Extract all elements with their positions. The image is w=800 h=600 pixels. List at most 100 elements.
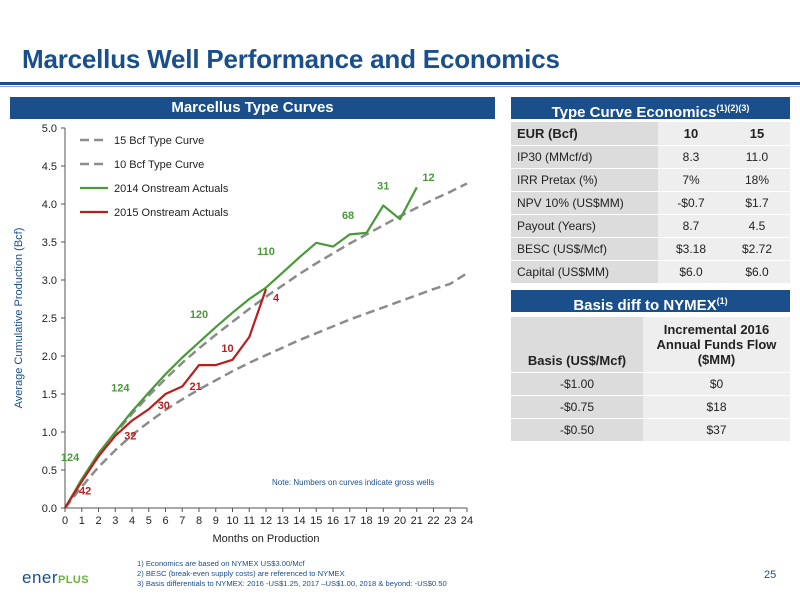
table-row: Capital (US$MM) $6.0 $6.0: [511, 260, 790, 284]
x-tick-label: 6: [162, 515, 168, 527]
legend-entry: 15 Bcf Type Curve: [114, 135, 204, 147]
x-tick-label: 1: [79, 515, 85, 527]
x-tick-label: 16: [327, 515, 339, 527]
y-tick-label: 1.0: [42, 427, 57, 439]
footnote-line: 3) Basis differentials to NYMEX: 2016 -U…: [137, 579, 447, 588]
x-tick-label: 8: [196, 515, 202, 527]
y-tick-label: 4.5: [42, 161, 57, 173]
data-label: 31: [377, 181, 389, 193]
footnotes: 1) Economics are based on NYMEX US$3.00/…: [137, 559, 447, 589]
x-tick-label: 0: [62, 515, 68, 527]
basis-value: -$1.00: [511, 372, 643, 396]
series-line-0: [63, 182, 468, 509]
basis-header-footnote: (1): [716, 296, 728, 306]
table-row: IRR Pretax (%) 7% 18%: [511, 168, 790, 192]
data-label: 110: [257, 246, 275, 258]
value-10bcf: 8.7: [658, 214, 724, 238]
legend-entry: 2014 Onstream Actuals: [114, 183, 229, 195]
data-label: 30: [158, 400, 170, 412]
series-line-3: [64, 288, 268, 509]
economics-panel-header: Type Curve Economics(1)(2)(3): [511, 97, 790, 121]
x-tick-label: 17: [344, 515, 356, 527]
x-tick-label: 23: [444, 515, 456, 527]
footnote-line: 1) Economics are based on NYMEX US$3.00/…: [137, 559, 305, 568]
x-tick-label: 24: [461, 515, 473, 527]
basis-col-label: Basis (US$/Mcf): [511, 317, 643, 373]
chart-note: Note: Numbers on curves indicate gross w…: [272, 478, 434, 487]
funds-flow-value: $0: [643, 372, 790, 396]
funds-flow-value: $37: [643, 418, 790, 442]
x-tick-label: 10: [226, 515, 238, 527]
y-tick-label: 1.5: [42, 389, 57, 401]
x-tick-label: 14: [293, 515, 305, 527]
data-label: 68: [342, 210, 354, 222]
x-tick-label: 5: [146, 515, 152, 527]
row-label: Capital (US$MM): [511, 260, 658, 284]
row-label: IP30 (MMcf/d): [511, 145, 658, 169]
data-label: 124: [111, 383, 130, 395]
y-tick-label: 0.0: [42, 503, 57, 515]
page-number: 25: [764, 569, 777, 581]
funds-flow-value: $18: [643, 395, 790, 419]
data-label: 10: [221, 343, 233, 355]
table-row: IP30 (MMcf/d) 8.3 11.0: [511, 145, 790, 169]
x-tick-label: 19: [377, 515, 389, 527]
economics-panel-title: Type Curve Economics: [551, 104, 717, 121]
chart-panel-header: Marcellus Type Curves: [10, 97, 495, 119]
x-tick-label: 9: [213, 515, 219, 527]
data-label: 32: [124, 431, 136, 443]
y-tick-label: 3.5: [42, 237, 57, 249]
value-10bcf: $6.0: [658, 260, 724, 284]
economics-table: EUR (Bcf) 10 15 IP30 (MMcf/d) 8.3 11.0 IRR Pre…: [511, 122, 790, 284]
x-tick-label: 4: [129, 515, 135, 527]
x-tick-label: 18: [360, 515, 372, 527]
basis-header-row: Basis (US$/Mcf) Incremental 2016 Annual F…: [511, 317, 790, 373]
x-tick-label: 2: [95, 515, 101, 527]
table-row: -$1.00 $0: [511, 372, 790, 396]
basis-panel-title: Basis diff to NYMEX: [573, 297, 717, 314]
y-axis-label: Average Cumulative Production (Bcf): [13, 228, 25, 409]
legend-entry: 2015 Onstream Actuals: [114, 207, 229, 219]
data-label: 21: [190, 381, 202, 393]
enerplus-logo: enerPLUS: [22, 568, 89, 588]
title-rule: [0, 82, 800, 85]
economics-col-15: 15: [724, 122, 790, 146]
economics-col-label: EUR (Bcf): [511, 122, 658, 146]
value-10bcf: -$0.7: [658, 191, 724, 215]
logo-text: ener: [22, 568, 59, 587]
value-10bcf: $3.18: [658, 237, 724, 261]
series-line-2: [64, 186, 418, 509]
data-label: 120: [190, 309, 208, 321]
value-15bcf: 11.0: [724, 145, 790, 169]
x-tick-label: 21: [411, 515, 423, 527]
row-label: NPV 10% (US$MM): [511, 191, 658, 215]
page-title: Marcellus Well Performance and Economics: [22, 44, 560, 74]
title-rule-thin: [0, 86, 800, 87]
x-tick-label: 11: [244, 515, 255, 527]
y-tick-label: 2.5: [42, 313, 57, 325]
value-15bcf: $6.0: [724, 260, 790, 284]
x-tick-label: 13: [277, 515, 289, 527]
table-row: NPV 10% (US$MM) -$0.7 $1.7: [511, 191, 790, 215]
table-row: Payout (Years) 8.7 4.5: [511, 214, 790, 238]
value-10bcf: 7%: [658, 168, 724, 192]
type-curve-chart: 0.00.51.01.52.02.53.03.54.04.55.00 1 2 3 4 5 6…: [13, 123, 473, 545]
data-label: 12: [422, 172, 434, 184]
table-row: -$0.75 $18: [511, 395, 790, 419]
value-10bcf: 8.3: [658, 145, 724, 169]
economics-header-row: EUR (Bcf) 10 15: [511, 122, 790, 146]
value-15bcf: $1.7: [724, 191, 790, 215]
basis-panel-header: Basis diff to NYMEX(1): [511, 290, 790, 314]
row-label: IRR Pretax (%): [511, 168, 658, 192]
y-tick-label: 3.0: [42, 275, 57, 287]
table-row: -$0.50 $37: [511, 418, 790, 442]
x-tick-label: 15: [310, 515, 322, 527]
value-15bcf: 4.5: [724, 214, 790, 238]
y-tick-label: 2.0: [42, 351, 57, 363]
data-label: 4: [273, 292, 280, 304]
x-tick-label: 12: [260, 515, 272, 527]
x-tick-label: 7: [179, 515, 185, 527]
basis-value: -$0.75: [511, 395, 643, 419]
x-tick-label: 20: [394, 515, 406, 527]
x-axis-label: Months on Production: [212, 533, 319, 545]
